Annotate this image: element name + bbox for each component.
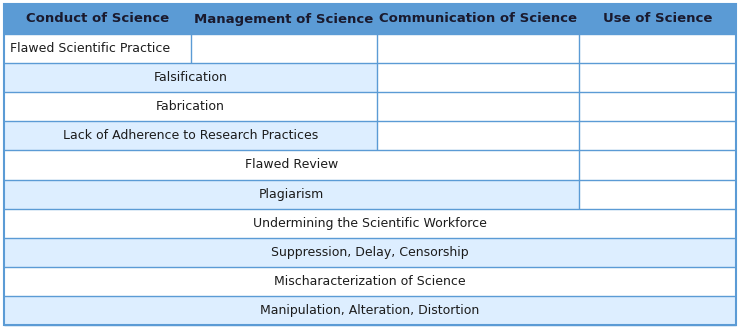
Bar (4, 63, 377, 92)
Text: Mischaracterization of Science: Mischaracterization of Science (275, 275, 465, 288)
Bar (4, 296, 736, 325)
Text: Undermining the Scientific Workforce: Undermining the Scientific Workforce (253, 217, 487, 230)
Bar (4, 209, 736, 238)
Text: Suppression, Delay, Censorship: Suppression, Delay, Censorship (271, 246, 469, 259)
Bar (191, 4, 377, 34)
Bar (579, 4, 736, 34)
Bar (4, 34, 191, 63)
Bar (4, 267, 736, 296)
Bar (4, 209, 736, 238)
Text: Manipulation, Alteration, Distortion: Manipulation, Alteration, Distortion (260, 304, 480, 317)
Bar (4, 121, 736, 150)
Bar (4, 296, 736, 325)
Bar (4, 238, 736, 267)
Bar (4, 267, 736, 296)
Bar (4, 92, 736, 121)
Text: Management of Science: Management of Science (195, 13, 374, 26)
Bar (4, 238, 736, 267)
Text: Lack of Adherence to Research Practices: Lack of Adherence to Research Practices (63, 129, 318, 142)
Bar (4, 63, 736, 92)
Text: Flawed Scientific Practice: Flawed Scientific Practice (10, 42, 170, 55)
Bar (4, 4, 191, 34)
Text: Fabrication: Fabrication (156, 100, 225, 113)
Bar (377, 4, 579, 34)
Text: Communication of Science: Communication of Science (379, 13, 577, 26)
Bar (4, 150, 579, 180)
Text: Flawed Review: Flawed Review (245, 159, 338, 171)
Bar (4, 180, 736, 209)
Text: Conduct of Science: Conduct of Science (26, 13, 169, 26)
Bar (4, 150, 736, 180)
Text: Use of Science: Use of Science (602, 13, 712, 26)
Bar (4, 92, 377, 121)
Bar (4, 34, 736, 63)
Text: Falsification: Falsification (154, 71, 228, 84)
Text: Plagiarism: Plagiarism (259, 188, 324, 201)
Bar (4, 121, 377, 150)
Bar (4, 180, 579, 209)
